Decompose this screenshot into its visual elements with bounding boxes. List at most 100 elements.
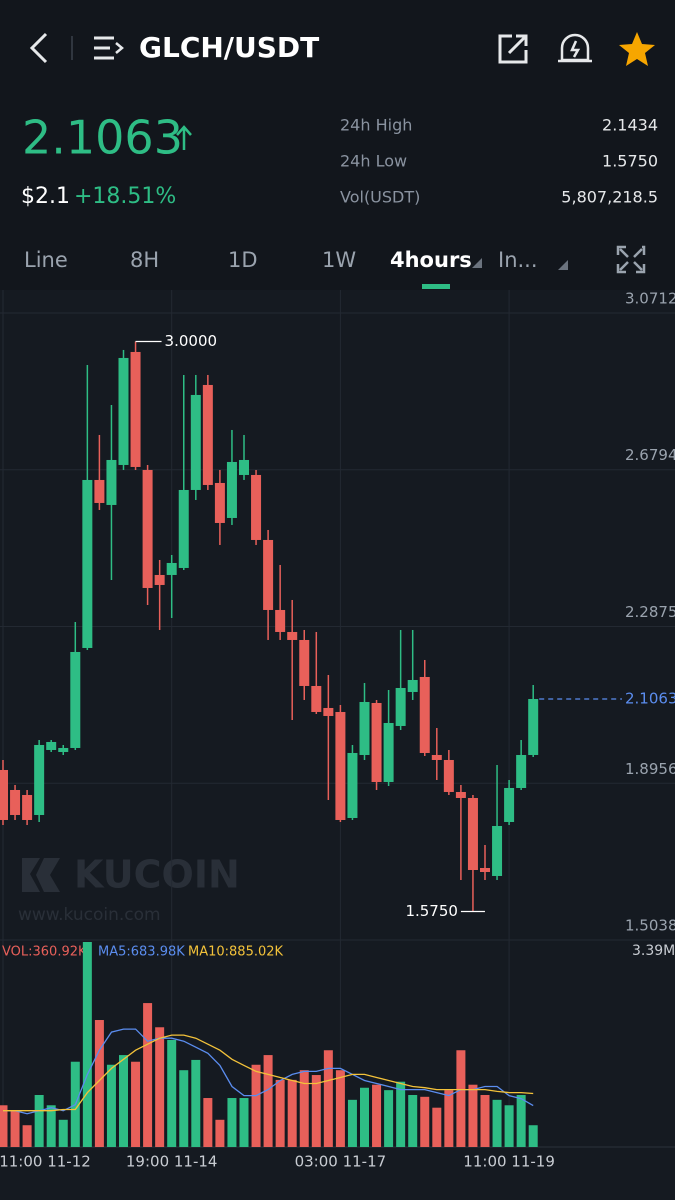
candle-body — [371, 702, 382, 782]
up-arrow — [176, 125, 192, 150]
last-price-label: 2.1063 — [625, 689, 675, 707]
volume-bar — [155, 1027, 165, 1147]
candle-body — [226, 461, 237, 518]
stat-label: 24h Low — [340, 152, 407, 171]
share-button[interactable] — [498, 34, 528, 64]
x-tick-label: 03:00 11-17 — [295, 1153, 387, 1171]
candle-body — [480, 867, 490, 872]
y-tick-label: 3.0712 — [625, 290, 675, 308]
volume-bar — [215, 1119, 225, 1147]
annotation-label: 3.0000 — [165, 332, 218, 350]
y-tick-label: 1.8956 — [625, 760, 675, 778]
back-button[interactable] — [29, 32, 48, 64]
candle-body — [166, 562, 177, 575]
volume-bar — [34, 1094, 44, 1147]
volume-bar — [167, 1039, 177, 1147]
volume-bar — [251, 1064, 261, 1147]
volume-bar — [408, 1094, 418, 1147]
candle-body — [443, 759, 454, 792]
volume-bar — [347, 1099, 357, 1147]
legend-entry: MA10:885.02K — [188, 945, 284, 960]
volume-bar — [468, 1084, 478, 1147]
volume-bar — [480, 1094, 490, 1147]
tabs: Line 8H 1D 1W 4hours In... — [24, 248, 568, 289]
candle-body — [202, 384, 213, 485]
candle-body — [359, 701, 370, 755]
tab[interactable]: Line — [24, 248, 68, 272]
candle-body — [275, 609, 286, 632]
volume-bar — [360, 1087, 369, 1147]
volume-bar — [444, 1090, 454, 1147]
candle-body — [492, 825, 503, 876]
candle-body — [34, 744, 45, 815]
volume-bar — [94, 1020, 104, 1147]
tab[interactable]: 8H — [130, 248, 159, 272]
alert-button[interactable] — [558, 33, 592, 63]
tab[interactable]: 1D — [228, 248, 258, 272]
tab[interactable]: In... — [498, 248, 538, 272]
volume-bar — [0, 1105, 8, 1147]
candle-body — [335, 711, 346, 820]
volume-bar — [263, 1055, 273, 1147]
candle-body — [70, 651, 81, 748]
volume-bar — [46, 1105, 56, 1147]
candle-body — [0, 769, 8, 820]
favorite-star[interactable] — [619, 32, 655, 66]
volume-bar — [299, 1070, 309, 1147]
candle-body — [239, 459, 249, 475]
candle-body — [214, 482, 225, 523]
x-tick-label: 11:00 11-19 — [463, 1153, 555, 1171]
tab[interactable]: 1W — [322, 248, 356, 272]
x-tick-label: 19:00 11-14 — [126, 1153, 218, 1171]
y-tick-label: 2.6794 — [625, 446, 675, 464]
volume-bar — [22, 1125, 32, 1147]
y-tick-label: 3.39M — [632, 943, 675, 959]
volume-bar — [131, 1061, 141, 1147]
tab-dropdown — [472, 258, 482, 268]
volume-bar — [119, 1055, 128, 1147]
stat-value: 5,807,218.5 — [561, 188, 658, 207]
candle-body — [46, 741, 57, 750]
fullscreen-button[interactable] — [616, 245, 646, 274]
fiat-price: $2.1 — [21, 184, 70, 209]
candle-body — [516, 754, 527, 788]
watermark-brand: KUCOIN — [74, 853, 240, 897]
stat-label: 24h High — [340, 116, 412, 135]
candle-body — [395, 687, 406, 726]
candle-body — [287, 631, 298, 640]
candle-body — [251, 474, 262, 540]
plot: 11:00 11-12 19:00 11-14 03:00 11-17 11:00 1… — [0, 290, 675, 1171]
volume-bar — [384, 1090, 394, 1147]
volume-bar — [58, 1119, 68, 1147]
candle-body — [467, 797, 478, 870]
menu-button[interactable] — [94, 36, 124, 60]
volume-bar — [10, 1110, 20, 1147]
candle-body — [10, 789, 21, 815]
volume-bar — [143, 1003, 153, 1147]
volume-bar — [203, 1098, 213, 1147]
volume-bar — [492, 1099, 502, 1147]
candle-body — [323, 707, 334, 716]
candle-body — [82, 479, 93, 648]
volume-bar — [396, 1081, 406, 1147]
candle-body — [299, 639, 310, 686]
candle-body — [383, 722, 394, 782]
candle-body — [142, 469, 153, 588]
legend-entry: VOL:360.92K — [2, 945, 87, 960]
tab-indicator — [422, 284, 450, 289]
volume-bar — [275, 1079, 285, 1147]
stat-value: 1.5750 — [602, 152, 658, 171]
candle-body — [22, 794, 33, 820]
volume-bar — [528, 1125, 538, 1147]
pair-title: GLCH/USDT — [139, 31, 319, 64]
tab[interactable]: 4hours — [390, 248, 472, 272]
volume-bar — [179, 1070, 189, 1147]
stat-label: Vol(USDT) — [340, 188, 420, 207]
watermark: KUCOIN www.kucoin.com — [18, 853, 240, 926]
annotation-label: 1.5750 — [405, 902, 458, 920]
candle-body — [118, 357, 129, 465]
candle-body — [347, 752, 358, 818]
candle-body — [431, 754, 442, 760]
candle-body — [311, 685, 322, 712]
